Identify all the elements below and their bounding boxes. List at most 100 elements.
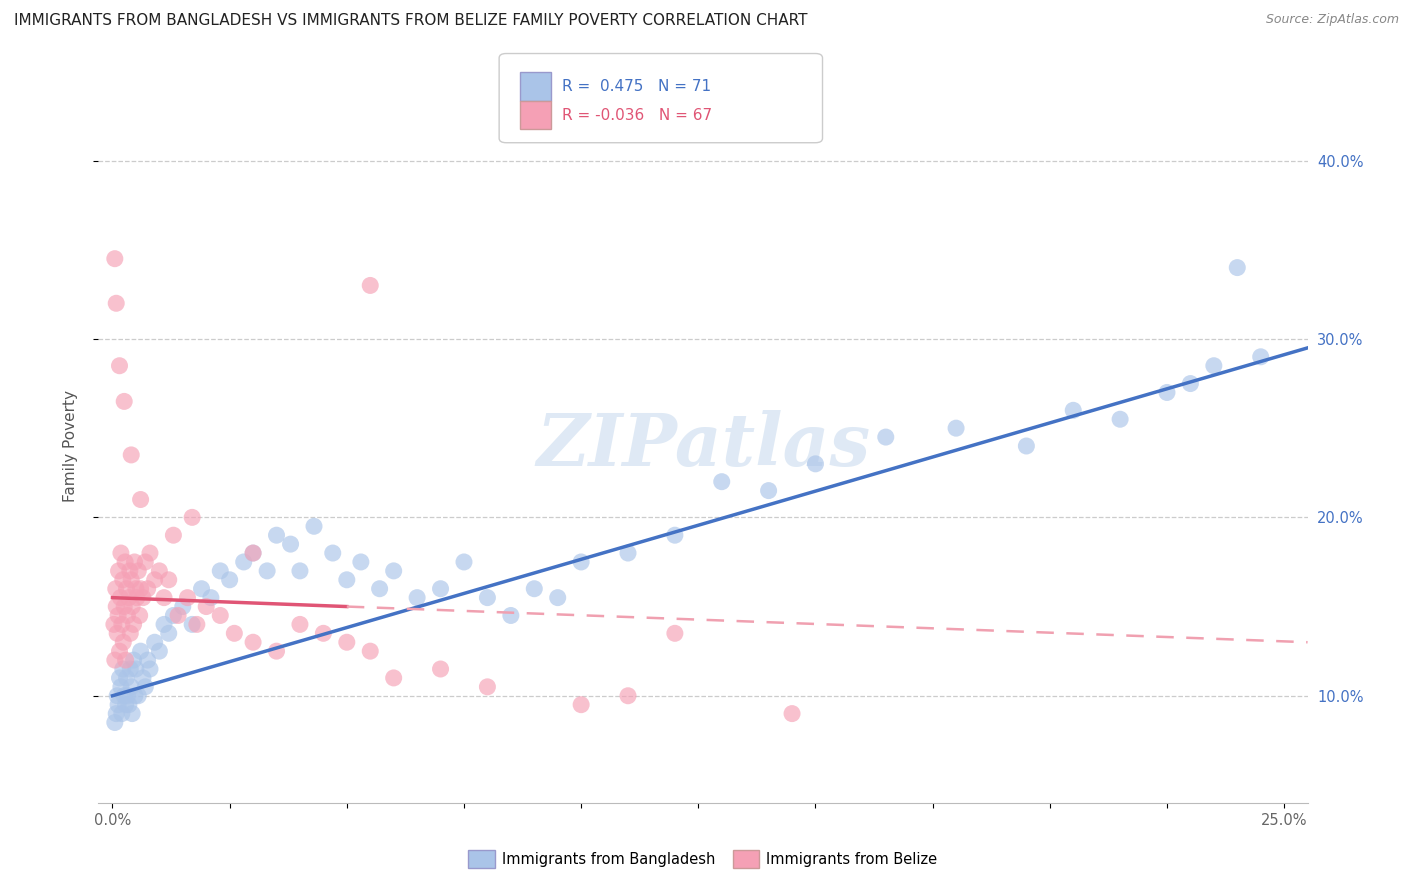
Point bbox=[105, 689, 128, 703]
Point bbox=[242, 546, 264, 560]
Point bbox=[122, 617, 145, 632]
Point bbox=[1202, 359, 1225, 373]
Text: R = -0.036   N = 67: R = -0.036 N = 67 bbox=[562, 108, 713, 122]
Point bbox=[112, 689, 135, 703]
Point bbox=[368, 582, 391, 596]
Point bbox=[136, 653, 159, 667]
Point bbox=[105, 599, 128, 614]
Point bbox=[118, 591, 141, 605]
Point bbox=[127, 564, 149, 578]
Point bbox=[132, 671, 155, 685]
Point bbox=[104, 582, 127, 596]
Point bbox=[114, 555, 136, 569]
Point bbox=[382, 564, 405, 578]
Point bbox=[117, 689, 139, 703]
Point bbox=[139, 662, 162, 676]
Point bbox=[336, 635, 359, 649]
Point bbox=[288, 617, 311, 632]
Point bbox=[1015, 439, 1038, 453]
Point bbox=[107, 608, 129, 623]
Point bbox=[477, 591, 499, 605]
Legend: Immigrants from Bangladesh, Immigrants from Belize: Immigrants from Bangladesh, Immigrants f… bbox=[463, 845, 943, 874]
Point bbox=[153, 617, 176, 632]
Point bbox=[111, 662, 134, 676]
Point bbox=[280, 537, 302, 551]
Point bbox=[875, 430, 897, 444]
Point bbox=[115, 671, 138, 685]
Point bbox=[302, 519, 325, 533]
Point bbox=[312, 626, 335, 640]
Point bbox=[162, 608, 184, 623]
Point bbox=[429, 662, 451, 676]
Point bbox=[186, 617, 208, 632]
Point bbox=[108, 671, 131, 685]
Point bbox=[266, 644, 288, 658]
Point bbox=[104, 653, 127, 667]
Point bbox=[120, 573, 142, 587]
Y-axis label: Family Poverty: Family Poverty bbox=[63, 390, 77, 502]
Point bbox=[134, 555, 156, 569]
Point bbox=[112, 394, 135, 409]
Point bbox=[136, 582, 159, 596]
Point bbox=[1250, 350, 1272, 364]
Point bbox=[148, 644, 170, 658]
Point bbox=[105, 706, 128, 721]
Point bbox=[120, 626, 142, 640]
Point bbox=[569, 555, 592, 569]
Point bbox=[111, 706, 134, 721]
Point bbox=[125, 582, 148, 596]
Point bbox=[617, 689, 640, 703]
Point bbox=[190, 582, 212, 596]
Point bbox=[127, 689, 149, 703]
Point bbox=[111, 573, 134, 587]
Point bbox=[181, 510, 204, 524]
Text: ZIPatlas: ZIPatlas bbox=[536, 410, 870, 482]
Point bbox=[105, 296, 128, 310]
Point bbox=[453, 555, 475, 569]
Point bbox=[110, 546, 132, 560]
Point bbox=[1180, 376, 1202, 391]
Point bbox=[181, 617, 204, 632]
Point bbox=[115, 582, 138, 596]
Point bbox=[125, 591, 148, 605]
Point bbox=[104, 715, 127, 730]
Point bbox=[266, 528, 288, 542]
Point bbox=[256, 564, 278, 578]
Point bbox=[143, 635, 166, 649]
Point bbox=[112, 599, 135, 614]
Point bbox=[114, 698, 136, 712]
Point bbox=[382, 671, 405, 685]
Point bbox=[139, 546, 162, 560]
Point bbox=[359, 644, 381, 658]
Point bbox=[132, 591, 155, 605]
Point bbox=[114, 653, 136, 667]
Point bbox=[120, 662, 142, 676]
Point bbox=[143, 573, 166, 587]
Point bbox=[350, 555, 373, 569]
Point bbox=[172, 599, 194, 614]
Point bbox=[157, 573, 180, 587]
Point bbox=[121, 599, 143, 614]
Point bbox=[157, 626, 180, 640]
Point bbox=[129, 492, 152, 507]
Point bbox=[569, 698, 592, 712]
Text: R =  0.475   N = 71: R = 0.475 N = 71 bbox=[562, 79, 711, 94]
Point bbox=[124, 689, 146, 703]
Point bbox=[108, 359, 131, 373]
Point bbox=[224, 626, 246, 640]
Point bbox=[129, 582, 152, 596]
Point bbox=[153, 591, 176, 605]
Point bbox=[406, 591, 429, 605]
Point bbox=[499, 608, 522, 623]
Text: IMMIGRANTS FROM BANGLADESH VS IMMIGRANTS FROM BELIZE FAMILY POVERTY CORRELATION : IMMIGRANTS FROM BANGLADESH VS IMMIGRANTS… bbox=[14, 13, 807, 29]
Point bbox=[167, 608, 190, 623]
Point bbox=[1156, 385, 1178, 400]
Point bbox=[1062, 403, 1084, 417]
Point bbox=[128, 608, 150, 623]
Point bbox=[118, 698, 141, 712]
Point bbox=[1226, 260, 1249, 275]
Point bbox=[110, 680, 132, 694]
Point bbox=[118, 564, 141, 578]
Point bbox=[103, 617, 125, 632]
Point bbox=[111, 617, 134, 632]
